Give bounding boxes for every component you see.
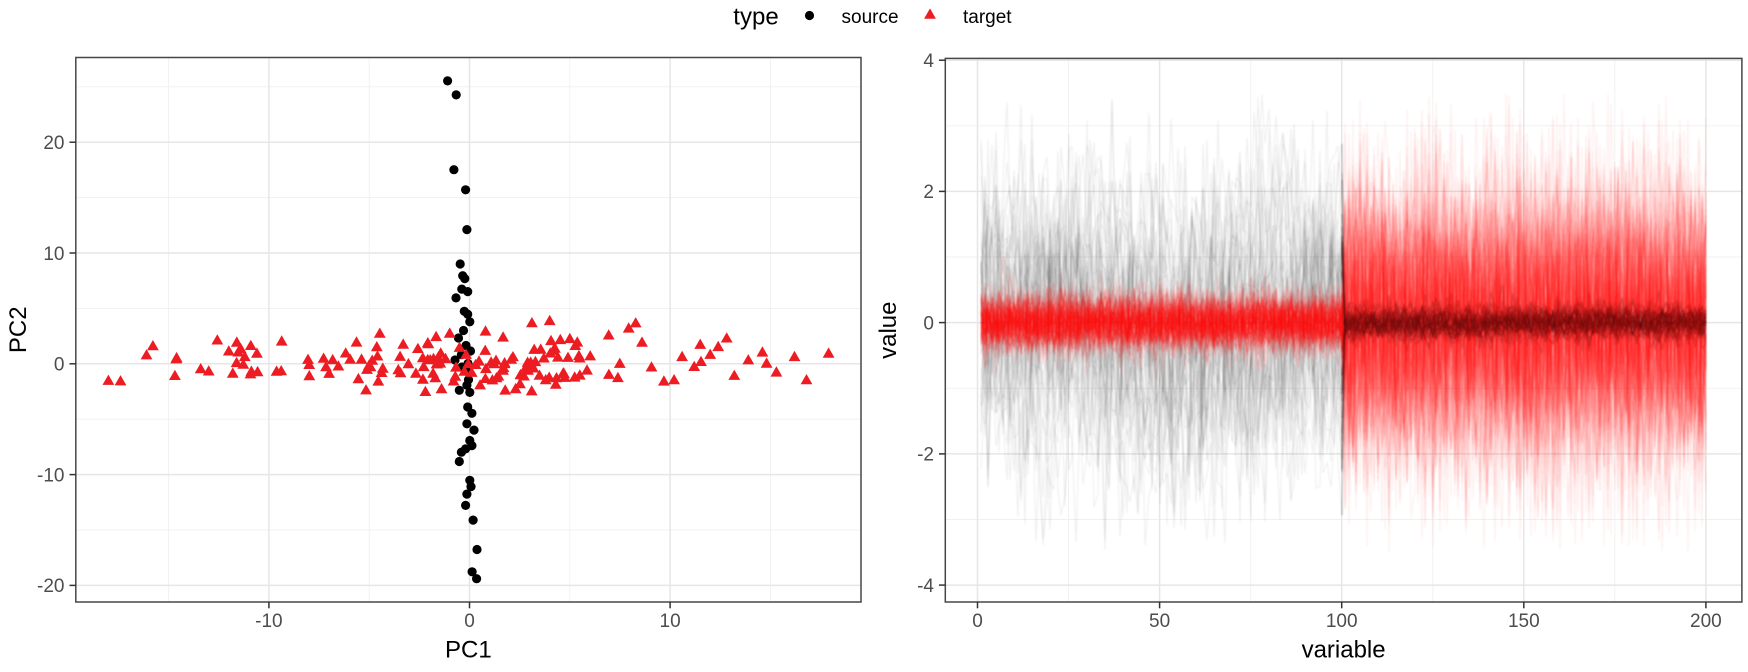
svg-text:variable: variable <box>1302 637 1386 664</box>
svg-text:200: 200 <box>1690 611 1722 632</box>
svg-text:PC2: PC2 <box>5 306 32 353</box>
svg-text:150: 150 <box>1508 611 1540 632</box>
svg-text:0: 0 <box>972 611 983 632</box>
svg-text:100: 100 <box>1326 611 1358 632</box>
svg-text:10: 10 <box>660 611 681 632</box>
svg-text:-2: -2 <box>917 445 934 466</box>
svg-text:-10: -10 <box>37 465 64 486</box>
svg-text:0: 0 <box>923 313 934 334</box>
svg-text:20: 20 <box>43 133 64 154</box>
svg-text:-20: -20 <box>37 576 64 597</box>
svg-text:4: 4 <box>923 51 934 72</box>
svg-text:-10: -10 <box>255 611 282 632</box>
svg-text:type: type <box>733 4 778 31</box>
svg-text:2: 2 <box>923 182 934 203</box>
svg-text:source: source <box>842 7 899 28</box>
svg-text:50: 50 <box>1149 611 1170 632</box>
svg-text:0: 0 <box>54 355 65 376</box>
svg-text:10: 10 <box>43 244 64 265</box>
svg-text:target: target <box>963 7 1012 28</box>
svg-text:PC1: PC1 <box>445 637 492 664</box>
svg-text:0: 0 <box>464 611 475 632</box>
svg-text:value: value <box>875 302 902 359</box>
svg-text:-4: -4 <box>917 576 934 597</box>
